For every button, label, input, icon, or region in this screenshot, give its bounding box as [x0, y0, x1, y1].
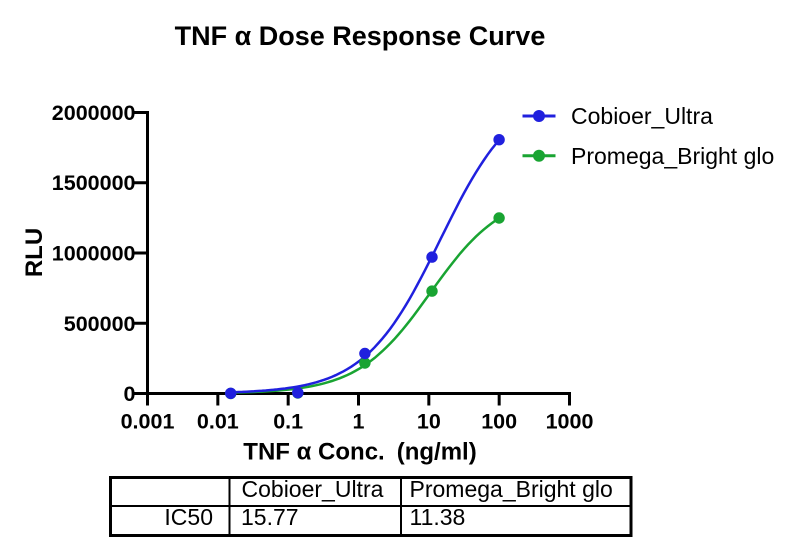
svg-text:11.38: 11.38	[410, 504, 466, 530]
svg-text:0: 0	[124, 382, 136, 406]
svg-text:IC50: IC50	[164, 504, 213, 530]
svg-text:500000: 500000	[64, 312, 136, 336]
svg-text:0.1: 0.1	[273, 410, 303, 434]
svg-text:10: 10	[417, 410, 441, 434]
svg-text:0.001: 0.001	[121, 410, 175, 434]
svg-text:100: 100	[481, 410, 517, 434]
svg-text:2000000: 2000000	[52, 101, 136, 125]
svg-text:RLU: RLU	[21, 228, 48, 277]
svg-text:1: 1	[353, 410, 365, 434]
svg-text:Promega_Bright glo: Promega_Bright glo	[571, 143, 774, 169]
svg-text:1000000: 1000000	[52, 242, 136, 266]
svg-text:TNF α Conc. (ng/ml): TNF α Conc. (ng/ml)	[243, 439, 476, 466]
svg-text:15.77: 15.77	[241, 504, 299, 530]
svg-text:1500000: 1500000	[52, 171, 136, 195]
svg-text:TNF α Dose Response Curve: TNF α Dose Response Curve	[175, 21, 546, 51]
svg-text:Promega_Bright glo: Promega_Bright glo	[410, 476, 613, 502]
svg-text:Cobioer_Ultra: Cobioer_Ultra	[242, 476, 384, 502]
svg-text:1000: 1000	[546, 410, 594, 434]
svg-text:0.01: 0.01	[197, 410, 239, 434]
svg-text:Cobioer_Ultra: Cobioer_Ultra	[571, 103, 713, 129]
